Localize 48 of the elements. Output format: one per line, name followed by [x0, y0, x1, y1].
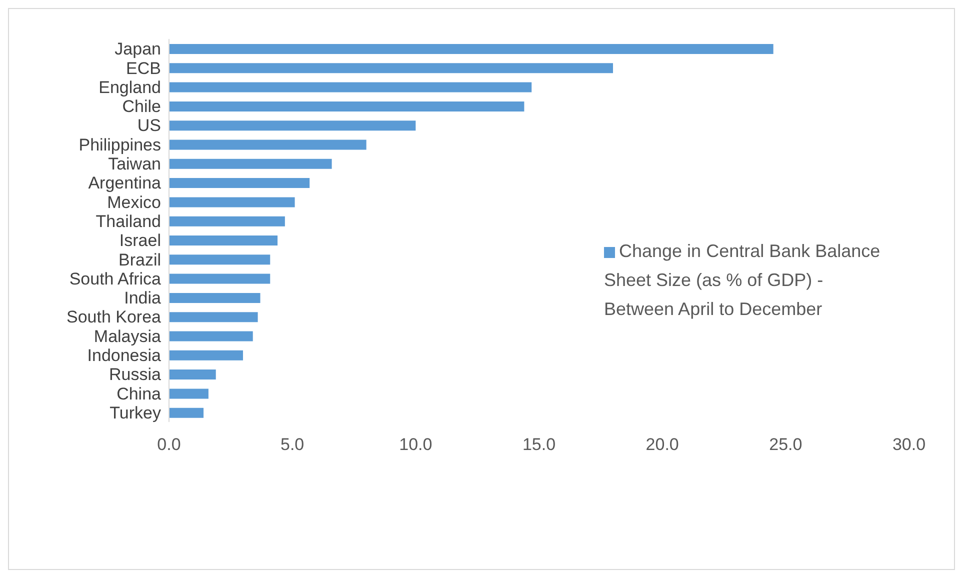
bar — [169, 388, 208, 399]
y-tick-label: Chile — [122, 97, 161, 116]
legend-label: Change in Central Bank Balance Sheet Size (as % of GDP) - Between April to December — [604, 241, 880, 319]
x-tick-label: 0.0 — [157, 435, 181, 454]
y-tick-label: Thailand — [96, 212, 161, 231]
y-tick-label: ECB — [126, 58, 161, 78]
y-tick-label: Turkey — [110, 403, 162, 422]
bar — [169, 292, 260, 303]
bar — [169, 158, 332, 169]
y-tick-label: Malaysia — [94, 326, 162, 346]
y-tick-label: Mexico — [107, 192, 161, 212]
y-tick-label: China — [116, 384, 162, 404]
bar — [169, 44, 774, 54]
bar — [169, 120, 416, 131]
y-tick-label: Philippines — [78, 135, 161, 154]
y-tick-label: South Africa — [69, 269, 162, 288]
bar — [169, 140, 366, 150]
x-tick-label: 30.0 — [892, 435, 926, 454]
bar — [169, 350, 243, 360]
y-tick-label: Brazil — [118, 250, 161, 270]
y-tick-label: South Korea — [66, 308, 162, 327]
bar — [169, 197, 295, 208]
y-tick-label: England — [98, 78, 161, 97]
y-tick-label: Argentina — [88, 174, 162, 193]
y-tick-label: Taiwan — [108, 154, 161, 174]
x-tick-label: 10.0 — [399, 435, 432, 454]
bar — [169, 216, 285, 226]
bar — [169, 274, 270, 284]
x-tick-label: 25.0 — [769, 435, 802, 454]
bar — [169, 82, 532, 92]
y-tick-label: Indonesia — [87, 346, 162, 366]
bar — [169, 101, 524, 112]
x-tick-label: 15.0 — [522, 435, 556, 454]
y-tick-label: India — [124, 288, 162, 308]
bar — [169, 254, 270, 265]
bar — [169, 63, 613, 74]
y-tick-label: Israel — [119, 231, 161, 250]
bar — [169, 331, 253, 342]
y-tick-label: Russia — [109, 365, 162, 384]
x-tick-label: 5.0 — [280, 435, 304, 454]
y-tick-label: Japan — [114, 40, 161, 59]
bar — [169, 236, 278, 246]
bar — [169, 178, 310, 188]
bar — [169, 408, 204, 418]
bar — [169, 312, 258, 322]
x-tick-label: 20.0 — [646, 435, 679, 454]
bar — [169, 370, 216, 380]
y-tick-label: US — [137, 116, 161, 136]
